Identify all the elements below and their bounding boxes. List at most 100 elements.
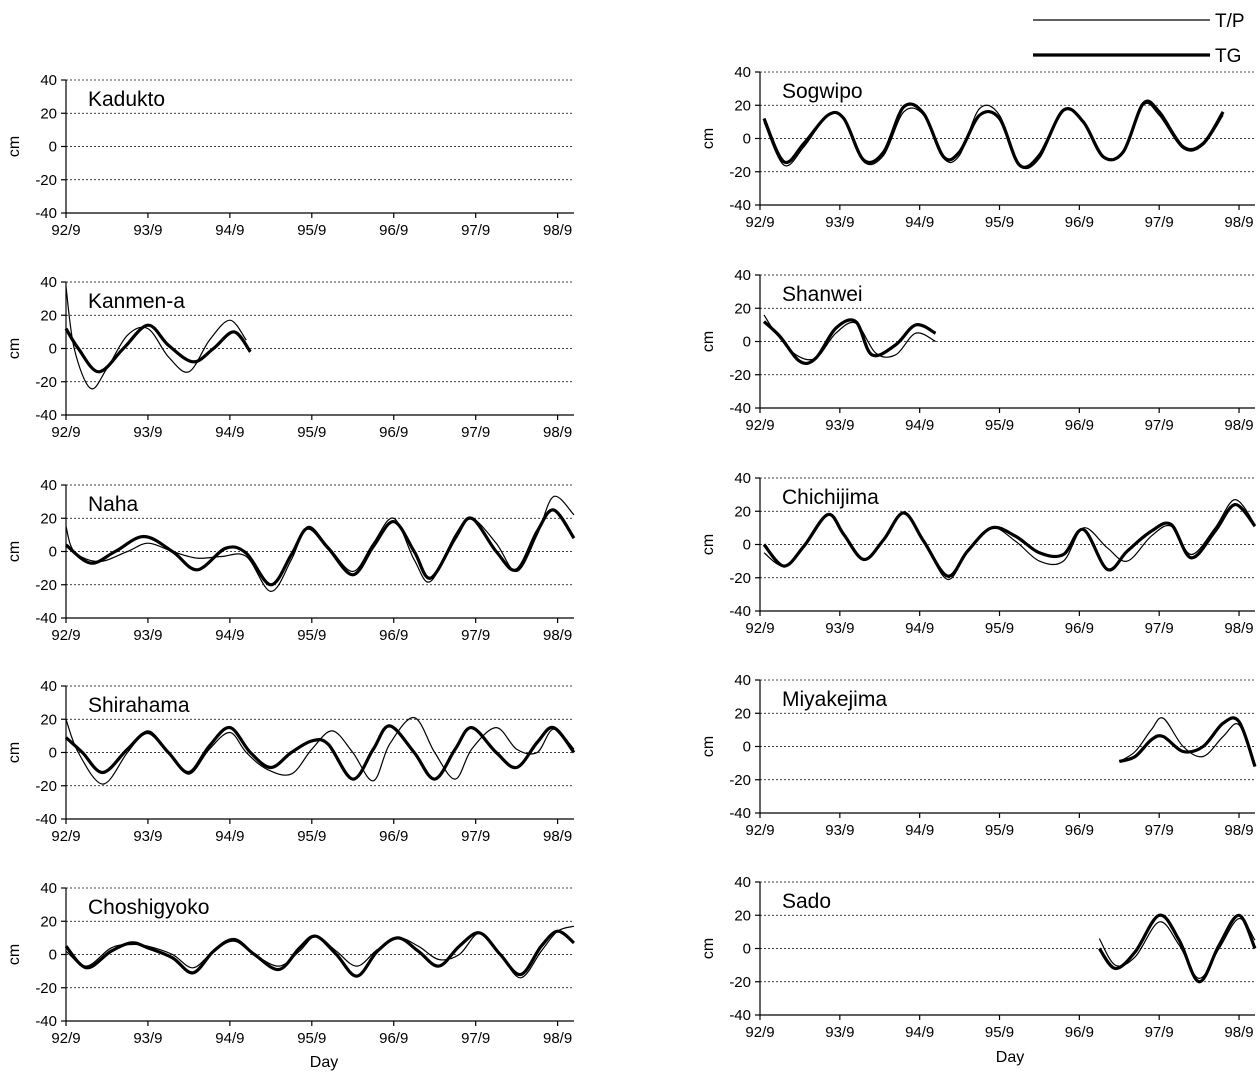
x-tick-label: 92/9 <box>745 417 774 434</box>
x-tick-label: 92/9 <box>745 214 774 231</box>
y-tick-label: 20 <box>40 913 57 930</box>
x-tick-label: 94/9 <box>215 424 244 441</box>
x-tick-label: 96/9 <box>1065 1024 1094 1041</box>
x-tick-label: 95/9 <box>985 620 1014 637</box>
station-name: Chichijima <box>782 486 879 509</box>
station-name: Shanwei <box>782 283 863 306</box>
tg-series-line <box>64 724 576 781</box>
x-tick-label: 96/9 <box>379 222 408 239</box>
x-tick-label: 95/9 <box>297 222 326 239</box>
x-tick-label: 95/9 <box>985 822 1014 839</box>
x-tick-label: 98/9 <box>1224 822 1253 839</box>
x-tick-label: 97/9 <box>461 424 490 441</box>
x-tick-label: 94/9 <box>905 822 934 839</box>
tp-series-line <box>65 716 575 785</box>
y-tick-label: -20 <box>35 980 57 997</box>
y-tick-label: 40 <box>40 72 57 89</box>
legend-tp-label: T/P <box>1215 11 1245 32</box>
tg-series-line <box>762 318 937 366</box>
legend-tg-label: TG <box>1215 46 1241 67</box>
x-tick-label: 92/9 <box>745 620 774 637</box>
y-tick-label: -40 <box>35 205 57 222</box>
y-tick-label: 20 <box>40 510 57 527</box>
station-name: Sogwipo <box>782 80 863 103</box>
x-tick-label: 98/9 <box>1224 214 1253 231</box>
y-tick-label: -40 <box>729 197 751 214</box>
x-tick-label: 96/9 <box>379 424 408 441</box>
x-tick-label: 98/9 <box>543 1030 572 1047</box>
y-tick-label: -40 <box>729 603 751 620</box>
x-tick-label: 93/9 <box>133 1030 162 1047</box>
x-tick-label: 92/9 <box>745 1024 774 1041</box>
x-tick-label: 96/9 <box>379 627 408 644</box>
y-tick-label: -40 <box>35 1013 57 1030</box>
y-tick-label: 20 <box>40 307 57 324</box>
x-tick-label: 93/9 <box>825 417 854 434</box>
y-tick-label: 0 <box>743 334 751 351</box>
y-tick-label: 20 <box>734 503 751 520</box>
x-tick-label: 97/9 <box>461 222 490 239</box>
tg-series-line <box>762 99 1225 169</box>
right-x-axis-label: Day <box>996 1049 1024 1066</box>
station-name: Naha <box>88 493 139 516</box>
x-tick-label: 98/9 <box>543 627 572 644</box>
y-tick-label: 0 <box>49 544 57 561</box>
y-tick-label: 20 <box>40 711 57 728</box>
y-tick-label: 40 <box>734 672 751 689</box>
y-tick-label: 0 <box>743 941 751 958</box>
x-tick-label: 97/9 <box>1145 417 1174 434</box>
x-tick-label: 98/9 <box>1224 417 1253 434</box>
y-axis-label: cm <box>700 938 717 959</box>
x-tick-label: 93/9 <box>133 828 162 845</box>
y-tick-label: 20 <box>734 97 751 114</box>
x-tick-label: 94/9 <box>905 417 934 434</box>
y-tick-label: -40 <box>35 407 57 424</box>
y-tick-label: 0 <box>49 139 57 156</box>
y-tick-label: 20 <box>40 105 57 122</box>
y-tick-label: -20 <box>729 570 751 587</box>
x-tick-label: 95/9 <box>985 1024 1014 1041</box>
x-tick-label: 93/9 <box>133 627 162 644</box>
tg-series-line <box>64 929 576 978</box>
station-name: Kadukto <box>88 88 165 111</box>
y-tick-label: -40 <box>35 610 57 627</box>
y-tick-label: 0 <box>743 537 751 554</box>
y-axis-label: cm <box>6 742 23 763</box>
x-tick-label: 97/9 <box>1145 1024 1174 1041</box>
tg-series-line <box>64 508 576 587</box>
x-tick-label: 94/9 <box>905 1024 934 1041</box>
x-tick-label: 96/9 <box>1065 822 1094 839</box>
x-tick-label: 96/9 <box>379 828 408 845</box>
x-tick-label: 97/9 <box>1145 214 1174 231</box>
y-tick-label: 0 <box>49 947 57 964</box>
y-tick-label: -20 <box>35 577 57 594</box>
station-name: Shirahama <box>88 694 190 717</box>
y-tick-label: 40 <box>734 470 751 487</box>
y-tick-label: 40 <box>734 874 751 891</box>
x-tick-label: 92/9 <box>51 424 80 441</box>
tg-series-line <box>762 503 1257 578</box>
station-name: Choshigyoko <box>88 896 209 919</box>
tg-series-line <box>1097 913 1257 984</box>
x-tick-label: 94/9 <box>215 1030 244 1047</box>
y-tick-label: 20 <box>734 907 751 924</box>
legend: T/P TG <box>1033 11 1245 67</box>
y-axis-label: cm <box>700 534 717 555</box>
y-tick-label: -20 <box>729 164 751 181</box>
y-tick-label: 0 <box>49 341 57 358</box>
tg-series-line <box>64 323 252 374</box>
x-tick-label: 97/9 <box>1145 822 1174 839</box>
x-tick-label: 98/9 <box>543 424 572 441</box>
x-tick-label: 97/9 <box>461 627 490 644</box>
y-tick-label: 40 <box>734 64 751 81</box>
y-axis-label: cm <box>6 944 23 965</box>
y-tick-label: 40 <box>734 267 751 284</box>
x-tick-label: 93/9 <box>133 222 162 239</box>
